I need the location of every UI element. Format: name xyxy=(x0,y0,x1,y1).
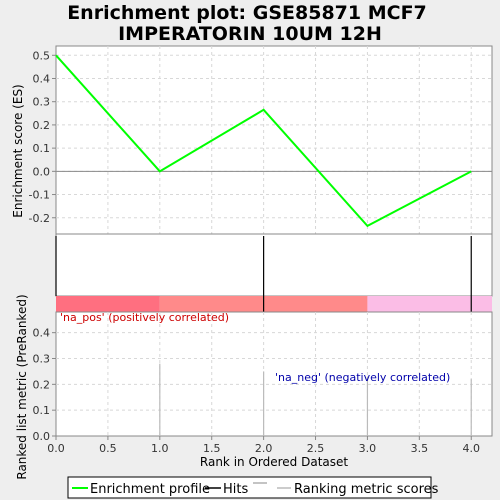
metric-panel: 0.0 0.1 0.2 0.3 0.4 'na_pos' (positively cor… xyxy=(15,294,493,480)
x-tick-label: 3.0 xyxy=(359,442,377,455)
x-tick-label: 2.5 xyxy=(307,442,325,455)
metric-y-tick-label: 0.0 xyxy=(33,430,51,443)
x-tick-label: 3.5 xyxy=(411,442,429,455)
legend: Enrichment profile Hits Ranking metric s… xyxy=(67,476,439,499)
es-y-axis-label: Enrichment score (ES) xyxy=(11,84,25,217)
x-tick-label: 4.0 xyxy=(462,442,480,455)
metric-y-tick-label: 0.3 xyxy=(33,353,51,366)
x-axis-label: Rank in Ordered Dataset xyxy=(200,455,348,469)
es-panel: -0.2 -0.1 0.0 0.1 0.2 0.3 0.4 0.5 Enrichment sc… xyxy=(11,45,493,235)
es-y-tick-label: 0.4 xyxy=(33,72,51,85)
negative-correlation-label: 'na_neg' (negatively correlated) xyxy=(275,371,450,384)
chart-title-line-2: IMPERATORIN 10UM 12H xyxy=(118,23,382,45)
x-axis: 0.0 0.5 1.0 1.5 2.0 2.5 3.0 3.5 4.0 xyxy=(47,436,480,455)
es-y-tick-label: -0.1 xyxy=(29,189,50,202)
x-tick-label: 0.0 xyxy=(47,442,65,455)
legend-label-enrichment-profile: Enrichment profile xyxy=(90,482,210,497)
es-y-tick-label: 0.5 xyxy=(33,49,51,62)
hits-panel xyxy=(55,233,493,297)
ranking-color-bar xyxy=(56,296,492,312)
es-y-tick-label: 0.2 xyxy=(33,119,51,132)
es-y-tick-label: 0.0 xyxy=(33,165,51,178)
x-tick-label: 1.0 xyxy=(151,442,169,455)
es-y-tick-label: 0.3 xyxy=(33,96,51,109)
metric-y-tick-label: 0.4 xyxy=(33,327,51,340)
x-tick-label: 0.5 xyxy=(99,442,117,455)
positive-correlation-label: 'na_pos' (positively correlated) xyxy=(60,311,229,324)
es-y-tick-label: -0.2 xyxy=(29,212,50,225)
x-tick-label: 2.0 xyxy=(255,442,273,455)
enrichment-profile-line xyxy=(55,54,472,228)
color-bar-segment xyxy=(367,296,492,312)
legend-label-ranking-metric: Ranking metric scores xyxy=(294,482,439,497)
metric-y-tick-label: 0.2 xyxy=(33,378,51,391)
color-bar-segment xyxy=(56,296,160,312)
chart-title-line-1: Enrichment plot: GSE85871 MCF7 xyxy=(67,2,427,24)
legend-label-hits: Hits xyxy=(223,482,248,497)
x-tick-label: 1.5 xyxy=(203,442,221,455)
es-y-tick-label: 0.1 xyxy=(33,142,51,155)
metric-y-tick-label: 0.1 xyxy=(33,404,51,417)
metric-y-axis-label: Ranked list metric (PreRanked) xyxy=(15,294,29,479)
